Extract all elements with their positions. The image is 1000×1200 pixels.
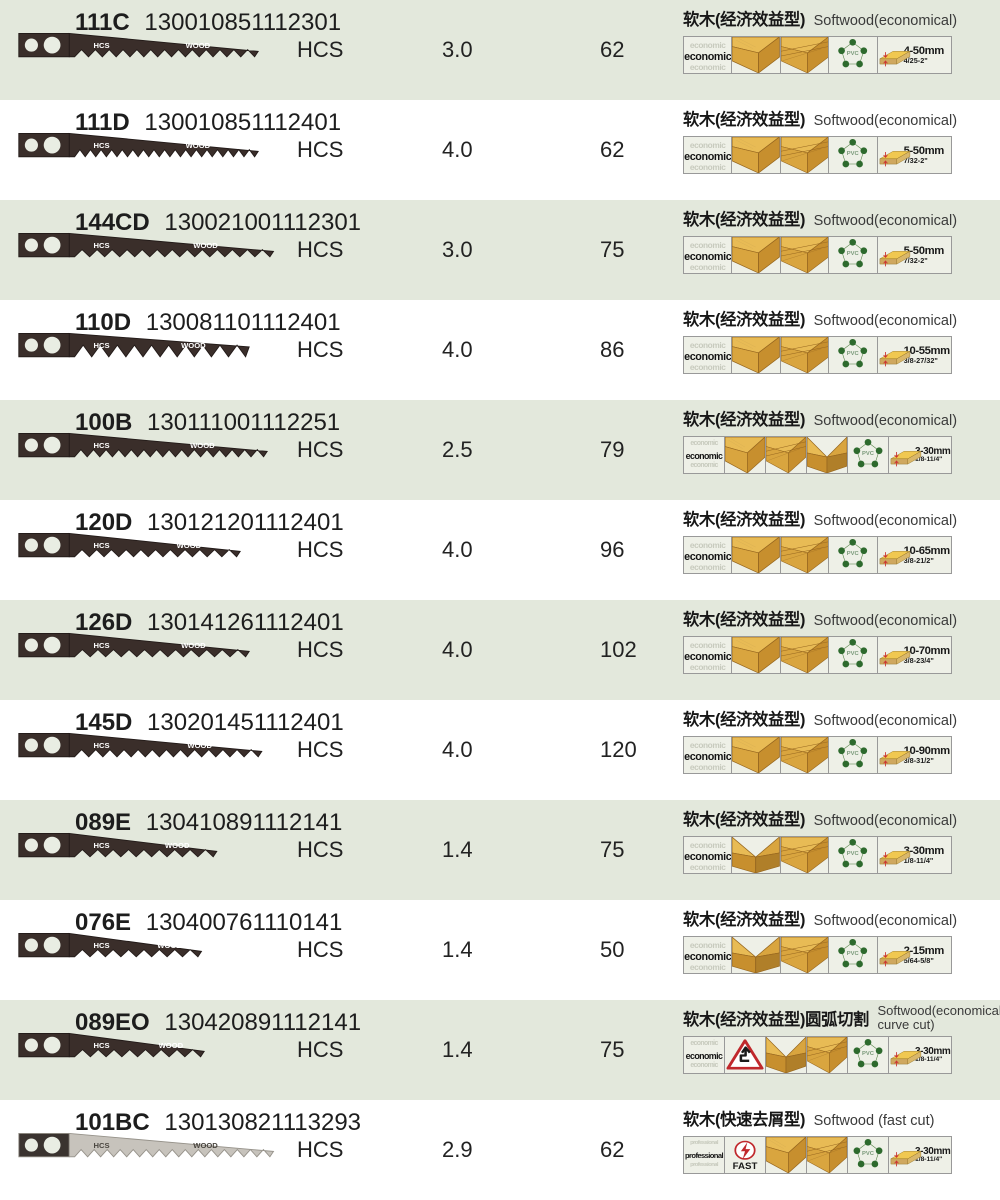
- svg-text:HCS: HCS: [93, 340, 109, 349]
- svg-text:WOOD: WOOD: [193, 1140, 218, 1149]
- svg-text:HCS: HCS: [93, 940, 109, 949]
- svg-text:HCS: HCS: [93, 540, 109, 549]
- svg-text:HCS: HCS: [93, 1140, 109, 1149]
- svg-text:HCS: HCS: [93, 1040, 109, 1049]
- svg-text:PVC: PVC: [862, 451, 875, 457]
- svg-text:WOOD: WOOD: [187, 740, 212, 749]
- svg-text:WOOD: WOOD: [157, 940, 182, 949]
- svg-text:HCS: HCS: [93, 740, 109, 749]
- svg-text:HCS: HCS: [93, 40, 109, 49]
- svg-text:HCS: HCS: [93, 440, 109, 449]
- svg-text:WOOD: WOOD: [185, 140, 210, 149]
- svg-text:PVC: PVC: [847, 651, 860, 657]
- svg-text:PVC: PVC: [847, 551, 860, 557]
- svg-text:WOOD: WOOD: [176, 540, 201, 549]
- svg-text:PVC: PVC: [847, 951, 860, 957]
- svg-text:HCS: HCS: [93, 140, 109, 149]
- svg-text:WOOD: WOOD: [190, 440, 215, 449]
- svg-text:PVC: PVC: [847, 251, 860, 257]
- svg-text:PVC: PVC: [847, 151, 860, 157]
- svg-text:PVC: PVC: [847, 351, 860, 357]
- svg-text:WOOD: WOOD: [164, 840, 189, 849]
- svg-text:PVC: PVC: [847, 51, 860, 57]
- svg-text:HCS: HCS: [93, 640, 109, 649]
- svg-text:WOOD: WOOD: [193, 240, 218, 249]
- svg-text:WOOD: WOOD: [158, 1040, 183, 1049]
- svg-text:PVC: PVC: [847, 751, 860, 757]
- svg-text:PVC: PVC: [847, 851, 860, 857]
- svg-text:HCS: HCS: [93, 840, 109, 849]
- svg-text:FAST: FAST: [733, 1161, 758, 1170]
- svg-text:WOOD: WOOD: [181, 640, 206, 649]
- svg-text:PVC: PVC: [862, 1151, 875, 1157]
- svg-text:WOOD: WOOD: [185, 40, 210, 49]
- svg-text:PVC: PVC: [862, 1051, 875, 1057]
- svg-text:WOOD: WOOD: [181, 340, 206, 349]
- svg-text:HCS: HCS: [93, 240, 109, 249]
